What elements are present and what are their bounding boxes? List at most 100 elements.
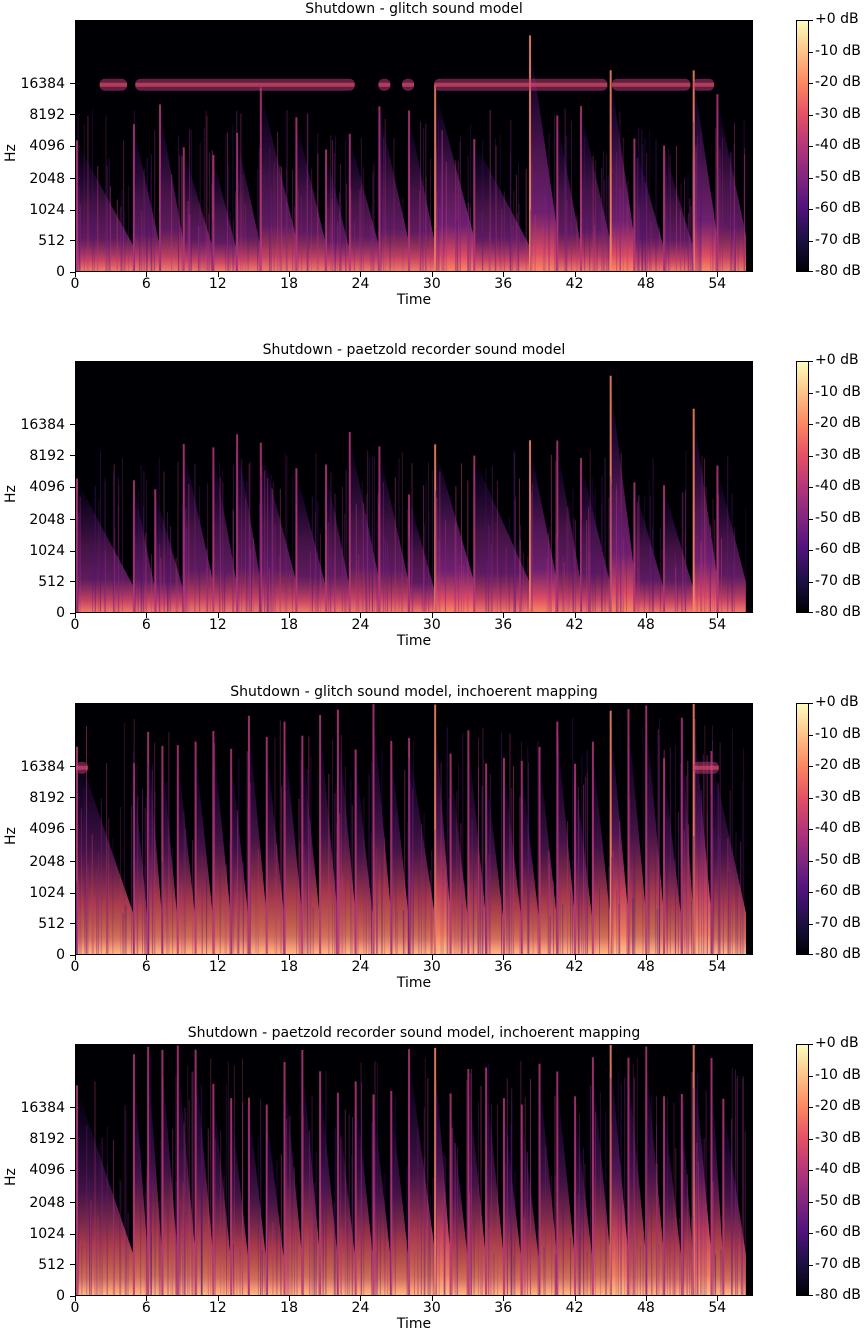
- spectral-streak: [272, 481, 274, 612]
- colorbar: [796, 703, 809, 955]
- spectral-streak: [674, 911, 676, 954]
- spectral-streak: [619, 187, 621, 271]
- spectral-streak: [259, 216, 261, 271]
- spectral-streak: [509, 153, 511, 271]
- spectral-streak: [125, 1110, 127, 1295]
- energy-burst: [591, 1057, 610, 1295]
- energy-burst: [538, 1063, 557, 1295]
- spectral-streak: [738, 897, 740, 954]
- spectral-streak: [298, 798, 300, 954]
- spectral-streak: [387, 1241, 389, 1295]
- onset-transient: [449, 753, 452, 954]
- y-tick-mark: [70, 1295, 75, 1297]
- spectral-streak: [636, 1058, 638, 1295]
- spectral-streak: [78, 186, 80, 271]
- energy-burst: [680, 1093, 693, 1295]
- spectral-streak: [205, 110, 207, 271]
- spectral-streak: [76, 558, 78, 612]
- spectral-streak: [700, 1202, 702, 1295]
- spectral-streak: [615, 1224, 617, 1295]
- spectral-streak: [260, 476, 262, 612]
- spectral-streak: [261, 465, 263, 612]
- x-tick-mark: [645, 955, 647, 960]
- spectral-streak: [636, 501, 638, 612]
- onset-transient: [230, 1098, 233, 1295]
- spectral-streak: [76, 881, 78, 954]
- y-tick-mark: [70, 954, 75, 956]
- spectral-streak: [175, 557, 177, 612]
- x-tick-mark: [645, 272, 647, 277]
- spectral-streak: [479, 878, 481, 954]
- spectral-streak: [467, 480, 469, 612]
- spectral-streak: [496, 480, 498, 612]
- x-tick-label: 18: [280, 276, 299, 292]
- spectral-streak: [352, 1117, 354, 1295]
- spectral-streak: [639, 1246, 641, 1295]
- y-tick-label: 512: [38, 573, 65, 590]
- spectral-streak: [733, 526, 735, 612]
- energy-burst: [408, 110, 435, 271]
- spectral-streak: [120, 1181, 122, 1295]
- spectral-streak: [629, 797, 631, 954]
- spectral-streak: [714, 230, 716, 271]
- energy-burst: [159, 104, 183, 271]
- spectral-streak: [663, 219, 665, 271]
- spectral-streak: [360, 137, 362, 271]
- spectral-streak: [580, 215, 582, 271]
- energy-burst: [147, 1046, 162, 1295]
- x-tick-mark: [503, 1296, 505, 1301]
- energy-burst: [212, 154, 237, 271]
- spectral-streak: [683, 1101, 685, 1295]
- x-tick-label: 42: [565, 1300, 584, 1316]
- x-tick-label: 6: [141, 1300, 151, 1316]
- spectral-streak: [477, 854, 479, 954]
- spectral-streak: [273, 161, 275, 271]
- onset-transient: [132, 480, 135, 612]
- spectral-streak: [511, 225, 513, 271]
- spectral-streak: [351, 1154, 353, 1295]
- spectral-streak: [530, 519, 532, 612]
- spectral-streak: [89, 1180, 91, 1295]
- spectral-streak: [250, 552, 252, 612]
- colorbar-tick: [809, 1075, 813, 1077]
- chart-title: Shutdown - glitch sound model, inchoeren…: [230, 684, 598, 700]
- spectral-streak: [306, 113, 308, 271]
- spectral-streak: [145, 797, 147, 954]
- spectral-streak: [112, 471, 114, 612]
- spectral-streak: [456, 791, 458, 954]
- spectral-streak: [284, 453, 286, 612]
- spectral-streak: [79, 205, 81, 271]
- onset-transient: [663, 485, 666, 612]
- energy-burst: [627, 709, 646, 954]
- spectral-streak: [570, 890, 572, 954]
- spectral-streak: [619, 820, 621, 954]
- spectral-streak: [120, 807, 122, 954]
- y-tick-label: 16384: [20, 75, 65, 92]
- spectral-streak: [97, 898, 99, 954]
- x-axis-label: Time: [396, 975, 432, 991]
- spectral-streak: [611, 1121, 613, 1295]
- spectral-streak: [97, 1216, 99, 1295]
- spectral-streak: [194, 464, 196, 612]
- spectral-streak: [424, 1057, 426, 1295]
- spectral-streak: [177, 135, 179, 271]
- spectral-streak: [224, 905, 226, 954]
- spectral-streak: [692, 122, 694, 271]
- x-tick-mark: [717, 1296, 719, 1301]
- spectral-streak: [372, 456, 374, 612]
- onset-transient: [182, 444, 185, 612]
- spectral-streak: [467, 156, 469, 271]
- spectral-streak: [703, 458, 705, 612]
- spectral-streak: [376, 864, 378, 954]
- energy-burst: [520, 1104, 539, 1295]
- spectral-streak: [454, 523, 456, 612]
- spectral-streak: [240, 113, 242, 271]
- spectral-streak: [735, 1078, 737, 1295]
- colorbar-label: -50 dB: [815, 509, 861, 526]
- spectral-streak: [214, 1139, 216, 1295]
- energy-burst: [212, 730, 231, 954]
- spectral-streak: [402, 910, 404, 954]
- spectral-streak: [333, 1202, 335, 1295]
- spectral-streak: [437, 205, 439, 271]
- spectral-streak: [382, 137, 384, 271]
